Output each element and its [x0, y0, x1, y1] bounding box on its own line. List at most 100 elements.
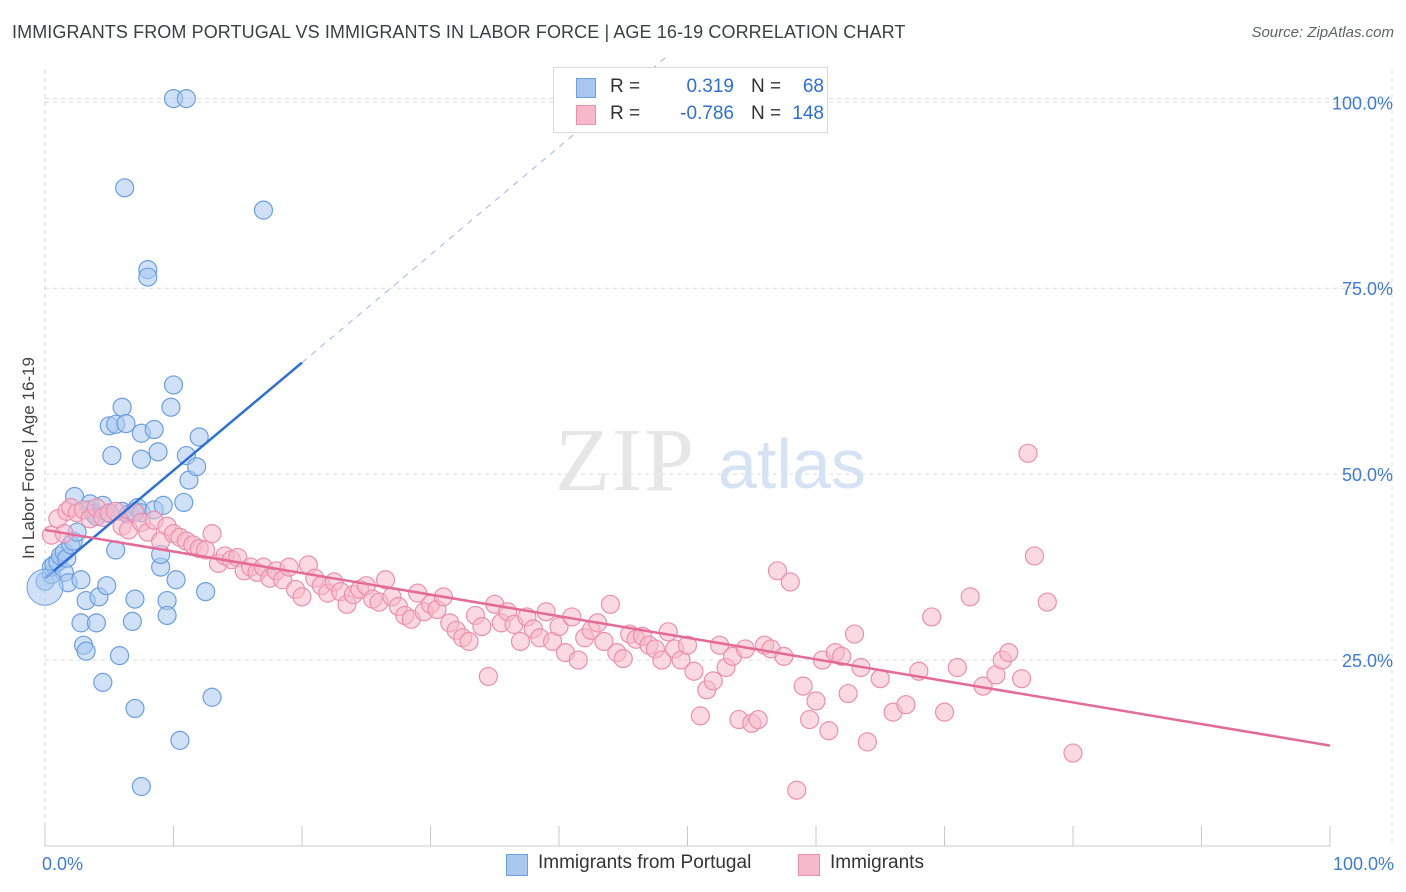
- immigrants-point: [684, 661, 704, 681]
- immigrants-point: [896, 695, 916, 715]
- portugal-point: [174, 492, 194, 513]
- immigrants-point: [857, 732, 878, 752]
- trend-lines: [26, 57, 1331, 747]
- immigrants-point: [375, 570, 396, 590]
- immigrants-point: [1018, 443, 1038, 463]
- x-tick-label-max: 100.0%: [1333, 854, 1394, 874]
- correlation-legend: R = 0.319 N = 68 R = -0.786 N = 148: [553, 67, 828, 133]
- immigrants-trend-line: [44, 528, 1331, 747]
- immigrants-point: [838, 683, 858, 704]
- immigrants-point: [1037, 592, 1057, 612]
- portugal-point: [116, 413, 136, 434]
- portugal-point: [86, 613, 107, 633]
- y-axis-label: In Labor Force | Age 16-19: [19, 357, 38, 559]
- portugal-point: [125, 589, 145, 609]
- portugal-point: [138, 267, 158, 287]
- immigrants-point: [799, 709, 820, 730]
- legend-n-value: 148: [792, 103, 824, 124]
- axes: In Labor Force | Age 16-19 0.0% 100.0%: [19, 357, 1394, 874]
- immigrants-point: [703, 671, 723, 691]
- legend-r-value: -0.786: [680, 103, 734, 124]
- portugal-point: [170, 730, 190, 750]
- y-tick-labels: 25.0% 50.0% 75.0% 100.0%: [1332, 93, 1393, 671]
- immigrants-point: [510, 631, 531, 652]
- immigrants-point: [1063, 743, 1083, 763]
- immigrants-point: [947, 657, 967, 678]
- immigrants-point: [832, 646, 852, 666]
- legend-label-portugal: Immigrants from Portugal: [538, 852, 752, 873]
- portugal-point: [76, 641, 96, 661]
- x-tick-label-min: 0.0%: [42, 854, 83, 874]
- immigrants-point: [780, 572, 800, 592]
- immigrants-point: [999, 643, 1019, 663]
- portugal-trend-line: [44, 361, 303, 580]
- immigrants-point: [819, 721, 839, 741]
- portugal-point: [196, 582, 216, 602]
- portugal-point: [202, 687, 222, 707]
- y-tick-label: 25.0%: [1342, 651, 1393, 671]
- portugal-point: [122, 611, 142, 632]
- legend-r-value: 0.319: [686, 76, 734, 97]
- immigrants-point: [472, 617, 492, 637]
- immigrants-point: [922, 607, 942, 627]
- immigrants-point: [292, 587, 312, 607]
- immigrants-point: [459, 631, 479, 652]
- legend-swatch-pink: [798, 854, 820, 876]
- immigrants-point: [677, 635, 698, 655]
- immigrants-point: [549, 617, 569, 637]
- portugal-point: [187, 457, 207, 477]
- legend-swatch-pink: [576, 105, 596, 125]
- immigrants-point: [690, 706, 710, 726]
- portugal-point: [153, 495, 173, 515]
- y-tick-label: 50.0%: [1342, 465, 1393, 485]
- watermark-zip: ZIP: [555, 411, 696, 510]
- legend-n-value: 68: [802, 76, 824, 97]
- legend-n-label: N =: [751, 103, 782, 124]
- immigrants-point: [774, 646, 794, 666]
- portugal-point: [71, 570, 91, 590]
- portugal-point: [189, 427, 209, 447]
- chart-title: IMMIGRANTS FROM PORTUGAL VS IMMIGRANTS I…: [12, 22, 906, 42]
- immigrants-point: [568, 650, 588, 670]
- immigrants-point: [658, 622, 678, 642]
- legend-swatch-blue: [576, 78, 596, 98]
- gridlines: [44, 70, 1393, 846]
- series-portugal-points: [35, 88, 274, 797]
- immigrants-point: [652, 650, 672, 670]
- portugal-point: [125, 698, 145, 719]
- immigrants-point: [600, 594, 621, 614]
- portugal-point: [144, 419, 164, 440]
- portugal-point: [163, 375, 184, 395]
- portugal-point: [161, 397, 181, 417]
- immigrants-point: [613, 648, 633, 669]
- portugal-point: [253, 200, 274, 220]
- portugal-point: [115, 178, 135, 198]
- immigrants-point: [767, 561, 788, 581]
- portugal-point: [148, 442, 168, 462]
- legend-n-label: N =: [751, 76, 782, 97]
- portugal-point: [176, 88, 196, 109]
- portugal-point: [131, 449, 151, 469]
- immigrants-point: [793, 676, 813, 696]
- immigrants-point: [787, 780, 807, 800]
- immigrants-point: [196, 540, 216, 560]
- legend-swatch-blue: [506, 854, 528, 876]
- immigrants-point: [934, 702, 955, 722]
- portugal-point: [166, 570, 186, 590]
- portugal-point: [131, 776, 151, 797]
- portugal-point: [93, 672, 113, 692]
- immigrants-point: [748, 709, 768, 730]
- portugal-point: [97, 576, 117, 596]
- immigrants-point: [960, 587, 980, 607]
- immigrants-point: [279, 557, 299, 577]
- portugal-point: [157, 605, 177, 626]
- immigrants-point: [478, 666, 498, 687]
- legend-r-label: R =: [610, 103, 641, 124]
- y-tick-label: 100.0%: [1332, 93, 1393, 113]
- legend-r-label: R =: [610, 76, 641, 97]
- portugal-point: [112, 397, 132, 417]
- immigrants-point: [1011, 669, 1032, 689]
- watermark-atlas: atlas: [718, 425, 866, 503]
- portugal-point: [102, 445, 122, 466]
